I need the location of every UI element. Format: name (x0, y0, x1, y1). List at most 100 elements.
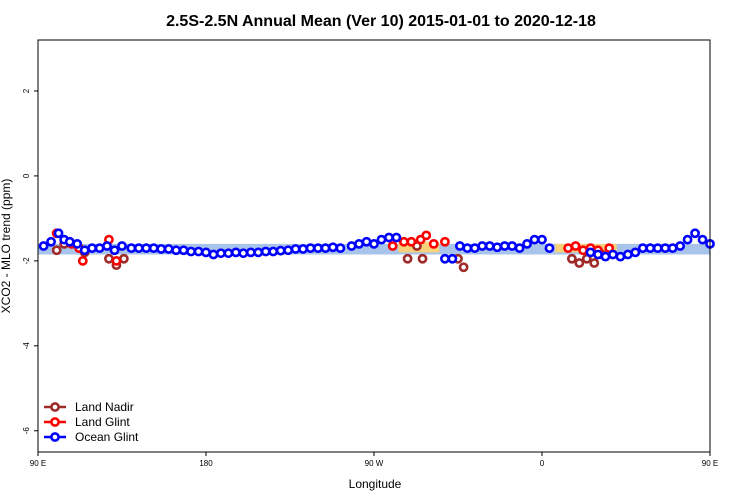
ocean-glint-point (253, 247, 264, 258)
ocean-glint-point (361, 236, 372, 247)
land-nadir-point (51, 245, 62, 256)
ocean-glint-point (178, 245, 189, 256)
ocean-glint-point (117, 241, 127, 251)
y-axis: -6 -4 -2 0 2 (22, 88, 38, 434)
x-tick-label: 90 W (365, 459, 384, 468)
legend-marker-ocean-glint (50, 432, 60, 442)
ocean-glint-point (298, 244, 308, 254)
ocean-glint-point (328, 242, 338, 253)
ocean-glint-point (260, 246, 271, 257)
ocean-glint-point (593, 249, 603, 260)
land-glint-point (563, 243, 574, 254)
ocean-glint-point (283, 245, 294, 256)
ocean-glint-point (469, 243, 480, 254)
land-glint-point (428, 238, 439, 249)
land-nadir-point (589, 258, 600, 268)
ocean-band (38, 243, 710, 255)
ocean-glint-point (660, 243, 671, 254)
ocean-glint-point (376, 234, 387, 245)
ocean-glint-point (230, 247, 241, 258)
ocean-glint-point (133, 243, 144, 254)
ocean-glint-point (690, 228, 700, 239)
ocean-glint-point (600, 251, 611, 262)
land-nadir-point (104, 253, 114, 264)
ocean-glint-point (109, 245, 120, 256)
land-nadir-point (402, 253, 413, 264)
ocean-glint-point (290, 244, 301, 254)
ocean-glint-point (320, 243, 331, 254)
land-glint-point (111, 255, 122, 266)
ocean-glint-point (499, 241, 510, 251)
ocean-glint-point (156, 244, 167, 254)
ocean-glint-point (637, 243, 648, 254)
ocean-glint-point (346, 241, 357, 251)
land-nadir-point (118, 253, 129, 264)
ocean-glint-point (391, 232, 402, 243)
ocean-glint-point (216, 248, 226, 259)
ocean-glint-point (507, 241, 518, 251)
ocean-glint-point (630, 247, 641, 258)
ocean-glint-point (46, 236, 56, 247)
ocean-glint-point (484, 241, 495, 251)
land-glint-point (398, 236, 409, 247)
ocean-glint-point (208, 249, 219, 260)
ocean-glint-point (148, 243, 159, 254)
ocean-glint-point (238, 248, 249, 259)
ocean-glint-point (622, 249, 633, 260)
ocean-glint-point (79, 245, 90, 256)
land-glint-point (578, 245, 588, 256)
ocean-glint-point (447, 253, 458, 264)
ocean-glint-point (454, 241, 465, 251)
y-tick-label: -6 (22, 427, 31, 435)
ocean-glint-point (171, 245, 182, 256)
y-tick-label: 2 (22, 88, 31, 93)
land-glint-point (387, 241, 398, 251)
ocean-glint-point (667, 243, 678, 254)
ocean-glint-point (615, 251, 626, 262)
ocean-glint-point (697, 234, 708, 245)
ocean-glint-point (313, 243, 323, 254)
ocean-glint-point (675, 241, 686, 251)
ocean-glint-point (102, 241, 112, 251)
ocean-glint-point (462, 243, 473, 254)
ocean-glint-point (87, 243, 98, 254)
y-tick-label: -4 (22, 342, 31, 350)
ocean-glint-point (201, 247, 211, 258)
ocean-glint-point (514, 243, 525, 254)
ocean-glint-point (608, 249, 618, 260)
ocean-glint-point (652, 243, 663, 254)
land-nadir-point (417, 253, 428, 264)
ocean-glint-point (354, 238, 364, 249)
ocean-glint-point (193, 246, 204, 257)
ocean-glint-point (163, 244, 174, 254)
ocean-glint-point (64, 236, 75, 247)
x-axis: 90 E 180 90 W 0 90 E (30, 452, 718, 468)
ocean-glint-point (305, 243, 316, 254)
land-glint-point (406, 236, 417, 247)
x-tick-label: 180 (199, 459, 213, 468)
ocean-glint-point (440, 253, 450, 264)
land-nadir-point (458, 262, 469, 273)
ocean-glint-point (223, 248, 234, 259)
ocean-glint-point (38, 241, 49, 251)
x-tick-label: 0 (540, 459, 545, 468)
legend-marker-land-nadir (50, 402, 60, 412)
ocean-glint-point (645, 243, 656, 254)
ocean-glint-point (522, 238, 532, 249)
ocean-glint-point (275, 245, 286, 256)
ocean-glint-point (384, 232, 394, 243)
ocean-glint-point (53, 228, 64, 239)
ocean-glint-point (141, 243, 152, 254)
ocean-glint-point (94, 243, 105, 254)
legend-label-land-glint: Land Glint (75, 415, 130, 429)
chart-title: 2.5S-2.5N Annual Mean (Ver 10) 2015-01-0… (166, 13, 596, 30)
ocean-glint-point (186, 246, 196, 257)
ocean-glint-point (585, 247, 596, 258)
ocean-glint-point (72, 238, 83, 249)
ocean-glint-point (477, 241, 488, 251)
ocean-glint-point (544, 243, 555, 254)
x-tick-label: 90 E (30, 459, 46, 468)
legend-label-land-nadir: Land Nadir (75, 400, 134, 414)
